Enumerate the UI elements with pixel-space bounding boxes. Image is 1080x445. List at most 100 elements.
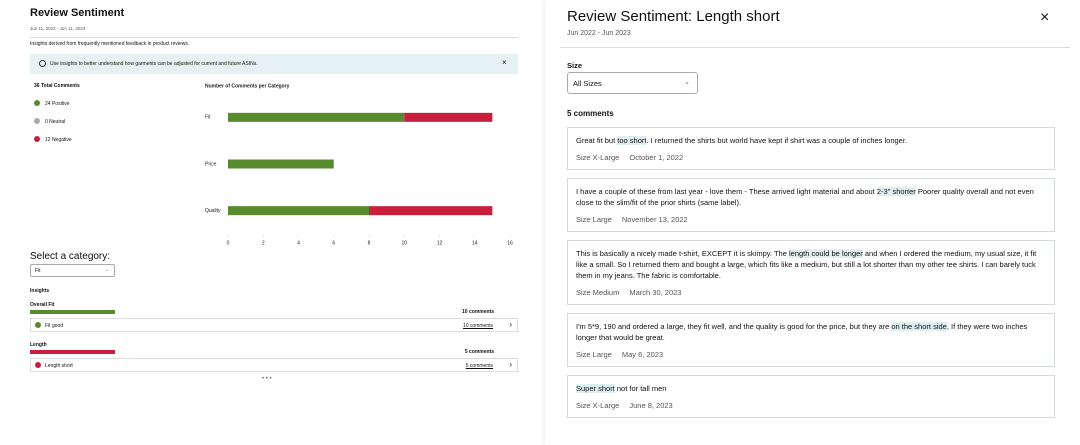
comment-text: This is basically a nicely made t-shirt,…	[576, 248, 1046, 281]
bar-segment	[369, 206, 493, 216]
x-tick-label: 2	[262, 240, 265, 246]
close-button[interactable]: ×	[1040, 9, 1050, 26]
comment-segment: , If they were two inches longer that wo…	[576, 322, 1028, 342]
y-tick-label: Fit	[205, 115, 211, 121]
comment-card: Great fit but too short. I returned the …	[567, 127, 1055, 170]
y-tick-label: Price	[205, 161, 217, 167]
size-value: All Sizes	[573, 79, 602, 88]
comment-highlight: too short	[617, 136, 647, 145]
comment-size: Size X-Large	[576, 153, 620, 162]
title: Review Sentiment	[30, 7, 125, 19]
group-count: 10 comments	[462, 309, 494, 315]
info-icon	[39, 60, 46, 67]
insight-row[interactable]: Length short 5 comments ›	[30, 358, 518, 372]
chart: Number of Comments per Category 0 2 4 6 8 10 1…	[205, 83, 513, 246]
comment-segment: not for tall men	[614, 384, 667, 393]
comment-date: March 30, 2023	[629, 288, 682, 297]
comment-card: This is basically a nicely made t-shirt,…	[567, 240, 1055, 305]
comment-meta: Size X-Large October 1, 2022	[576, 152, 1046, 163]
banner-text: Use insights to better understand how ga…	[50, 61, 258, 67]
comment-segment: Great fit but	[576, 136, 618, 145]
neutral-icon	[34, 118, 40, 124]
x-tick-label: 8	[368, 240, 371, 246]
comment-card: I have a couple of these from last year …	[567, 178, 1055, 232]
banner-close[interactable]: ×	[502, 58, 507, 67]
comment-highlight: 2-3" shorter	[876, 187, 916, 196]
comment-text: Super short not for tall men	[576, 383, 1046, 394]
bar-segment	[228, 159, 334, 169]
comment-size: Size X-Large	[576, 401, 620, 410]
bar-segment	[228, 206, 369, 216]
negative-count: 12 Negative	[45, 137, 72, 143]
group-name: Length	[30, 342, 47, 348]
comment-card: I'm 5*9, 190 and ordered a large, they f…	[567, 313, 1055, 367]
chart-title: Number of Comments per Category	[205, 83, 290, 89]
date-range: Jun 11, 2022 - Jun 11, 2023	[30, 26, 86, 31]
insights-label: Insights	[30, 288, 50, 294]
comment-segment: I'm 5*9, 190 and ordered a large, they f…	[576, 322, 892, 331]
description: Insights derived from frequently mention…	[30, 41, 190, 47]
divider	[560, 47, 1070, 48]
banner: Use insights to better understand how ga…	[30, 54, 518, 74]
comment-meta: Size Large November 13, 2022	[576, 214, 1046, 225]
insight-group: Overall Fit 10 comments Fit good 10 comment…	[30, 300, 518, 340]
insight-row[interactable]: Fit good 10 comments ›	[30, 318, 518, 332]
x-tick-label: 16	[507, 240, 513, 246]
comment-segment: I have a couple of these from last year …	[576, 187, 877, 196]
comment-text: I have a couple of these from last year …	[576, 186, 1046, 208]
comment-highlight: Super short	[576, 384, 615, 393]
comment-text: I'm 5*9, 190 and ordered a large, they f…	[576, 321, 1046, 343]
group-count: 5 comments	[464, 349, 494, 355]
comment-size: Size Medium	[576, 288, 620, 297]
comment-meta: Size Medium March 30, 2023	[576, 287, 1046, 298]
comment-date: November 13, 2022	[621, 215, 688, 224]
row-chevron[interactable]: ›	[509, 320, 512, 329]
dropdown-caret: ⌄	[683, 77, 690, 86]
x-tick-label: 4	[297, 240, 300, 246]
neutral-count: 0 Neutral	[45, 119, 66, 125]
comment-meta: Size Large May 6, 2023	[576, 349, 1046, 360]
dropdown-value: Fit	[35, 268, 41, 274]
negative-icon	[34, 136, 40, 142]
total-comments: 36 Total Comments	[34, 83, 80, 89]
dropdown-caret: ⌄	[104, 267, 109, 273]
comment-highlight: on the short side	[891, 322, 947, 331]
insight-groups: Overall Fit 10 comments Fit good 10 comment…	[30, 300, 518, 380]
detail-title: Review Sentiment: Length short	[567, 8, 780, 25]
group-name: Overall Fit	[30, 302, 55, 308]
row-icon	[35, 322, 41, 328]
bar-segment	[404, 112, 493, 122]
row-label: Fit good	[45, 323, 64, 329]
x-tick-label: 6	[332, 240, 335, 246]
size-label: Size	[567, 61, 583, 70]
row-icon	[35, 362, 41, 368]
comment-date: June 8, 2023	[629, 401, 673, 410]
row-link[interactable]: 10 comments	[462, 323, 493, 329]
detail-date: Jun 2022 - Jun 2023	[567, 30, 631, 37]
row-chevron[interactable]: ›	[509, 360, 512, 369]
comment-meta: Size X-Large June 8, 2023	[576, 400, 1046, 411]
size-dropdown[interactable]: All Sizes ⌄	[567, 72, 698, 94]
comment-highlight: length could be longer	[788, 249, 863, 258]
comment-size: Size Large	[576, 215, 612, 224]
row-link[interactable]: 5 comments	[465, 363, 493, 369]
pager-dots: • • •	[262, 376, 272, 382]
comment-count: 5 comments	[567, 109, 614, 118]
positive-icon	[34, 100, 40, 106]
comment-date: October 1, 2022	[629, 153, 684, 162]
bar-segment	[228, 112, 405, 122]
comment-segment: This is basically a nicely made t-shirt,…	[576, 249, 789, 258]
x-tick-label: 0	[227, 240, 230, 246]
x-tick-label: 14	[472, 240, 478, 246]
detail-panel: Review Sentiment: Length short Jun 2022 …	[545, 0, 1080, 445]
select-label: Select a category:	[30, 251, 111, 262]
group-bar	[30, 350, 115, 354]
insight-group: Length 5 comments Length short 5 comments ›	[30, 340, 518, 380]
comment-size: Size Large	[576, 350, 612, 359]
category-dropdown[interactable]: Fit ⌄	[30, 264, 115, 277]
x-tick-label: 10	[401, 240, 407, 246]
positive-count: 24 Positive	[45, 101, 70, 107]
y-tick-label: Quality	[205, 208, 221, 214]
comment-segment: Poorer quality overall and not even clos…	[576, 187, 1034, 207]
